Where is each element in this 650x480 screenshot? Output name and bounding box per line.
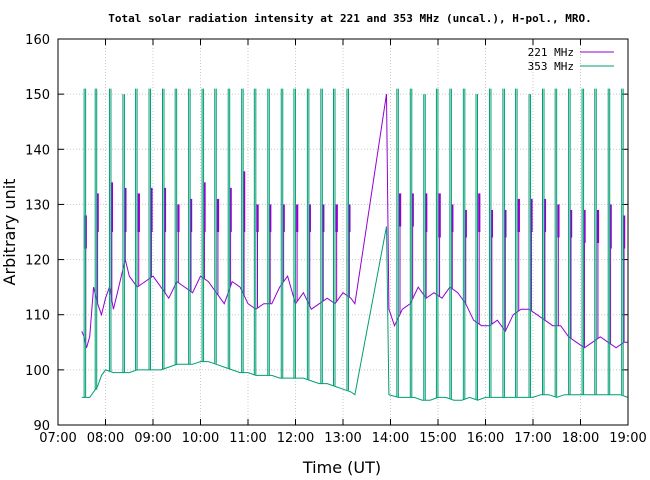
spike-bar (478, 193, 481, 232)
y-tick-label: 160 (25, 33, 50, 48)
spike-bar (296, 204, 299, 232)
spike-bar (308, 204, 311, 232)
spike-bar (530, 198, 533, 232)
spike-bar (243, 171, 246, 232)
spike-bar (137, 193, 140, 232)
y-tick-label: 130 (25, 198, 50, 213)
x-tick-label: 08:00 (87, 431, 124, 446)
spike-bar (335, 204, 338, 232)
y-tick-label: 150 (25, 88, 50, 103)
series-line (81, 226, 629, 401)
y-axis-label: Arbitrary unit (0, 179, 19, 286)
x-tick-label: 14:00 (372, 431, 409, 446)
spike-bar (490, 209, 494, 238)
spike-bar (399, 193, 402, 227)
y-tick-label: 140 (25, 143, 50, 158)
spike-bar (411, 193, 414, 227)
series-lines (81, 88, 629, 401)
spike-bar (570, 209, 573, 238)
spike-bar (504, 209, 507, 238)
x-tick-label: 11:00 (229, 431, 266, 446)
x-tick-label: 07:00 (39, 431, 76, 446)
series-221mhz (81, 94, 628, 349)
series-353mhz (81, 88, 629, 401)
spike-bar (96, 193, 99, 232)
spike-bar (583, 209, 586, 244)
spike-bar (451, 204, 454, 232)
chart-title: Total solar radiation intensity at 221 a… (108, 12, 591, 25)
spike-bar (124, 187, 127, 232)
spike-bar (609, 204, 612, 249)
y-tick-label: 110 (25, 309, 50, 324)
x-tick-label: 18:00 (562, 431, 599, 446)
plot-frame (57, 38, 629, 426)
spike-bar (348, 204, 351, 232)
spike-bar (517, 198, 520, 232)
spike-bar (596, 209, 600, 244)
series-line (81, 94, 628, 349)
x-tick-label: 12:00 (277, 431, 314, 446)
x-tick-label: 13:00 (324, 431, 361, 446)
spike-bar (177, 204, 180, 232)
spike-bar (543, 198, 547, 232)
x-tick-label: 17:00 (514, 431, 551, 446)
x-axis-label: Time (UT) (302, 458, 381, 477)
spike-bar (110, 182, 114, 232)
spike-bar (150, 187, 153, 232)
spike-bar (203, 182, 206, 232)
y-tick-label: 120 (25, 254, 50, 269)
spike-bar (190, 198, 193, 232)
x-tick-label: 16:00 (467, 431, 504, 446)
x-tick-label: 15:00 (419, 431, 456, 446)
spike-bar (623, 215, 626, 249)
spike-bar (216, 198, 220, 232)
spike-bar (425, 193, 428, 232)
spike-bar (256, 204, 259, 232)
spike-bar (438, 193, 441, 238)
spike-bar (282, 204, 285, 232)
x-tick-label: 09:00 (134, 431, 171, 446)
spike-bar (322, 204, 325, 232)
axes: 07:00 08:00 09:00 10:00 11:00 12:00 13:00 14:00… (25, 33, 647, 446)
spike-bar (163, 187, 167, 232)
spike-bar (229, 187, 232, 232)
spike-bar (269, 204, 272, 232)
y-tick-label: 100 (25, 364, 50, 379)
legend-label: 221 MHz (528, 46, 574, 59)
y-tick-label: 90 (33, 419, 50, 434)
x-tick-label: 19:00 (609, 431, 646, 446)
x-tick-label: 10:00 (182, 431, 219, 446)
legend-label: 353 MHz (528, 60, 574, 73)
spike-bar (557, 204, 560, 238)
spike-bar (464, 209, 467, 238)
